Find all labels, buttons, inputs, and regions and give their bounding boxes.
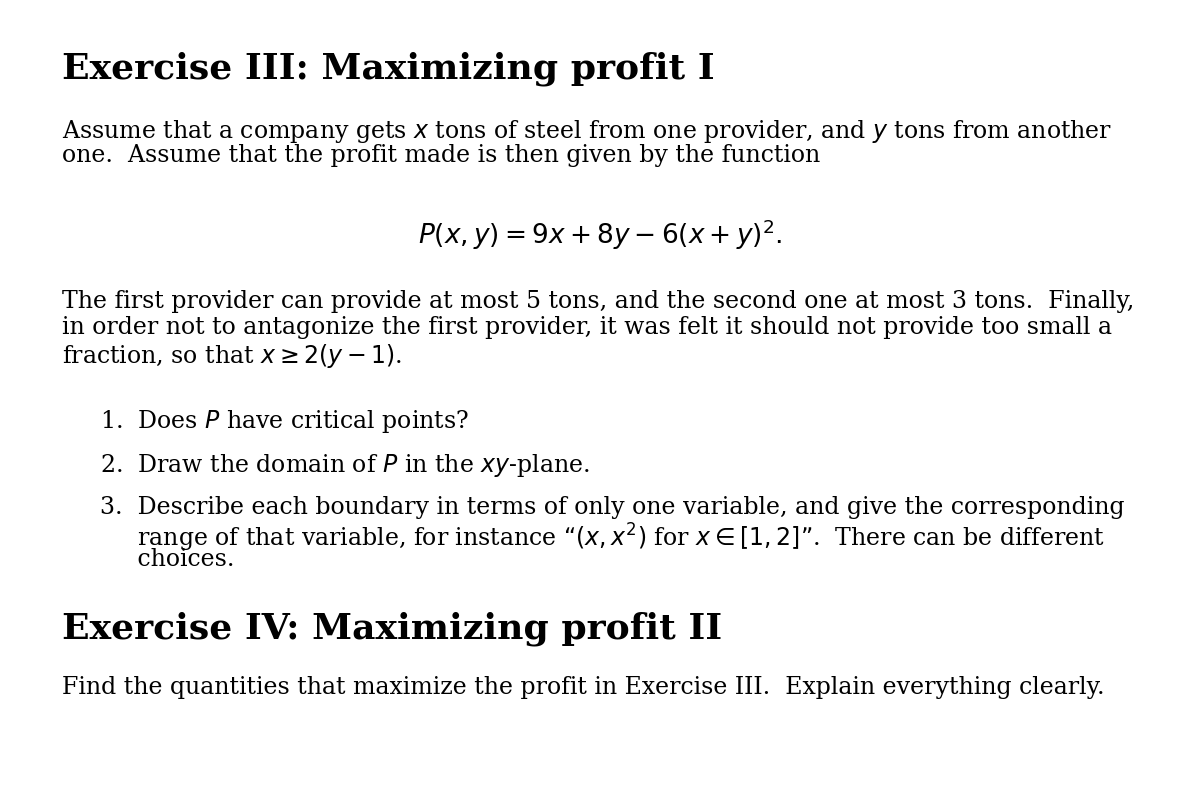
Text: Assume that a company gets $x$ tons of steel from one provider, and $y$ tons fro: Assume that a company gets $x$ tons of s… — [62, 118, 1112, 145]
Text: one.  Assume that the profit made is then given by the function: one. Assume that the profit made is then… — [62, 144, 821, 167]
Text: $P(x, y) = 9x + 8y - 6(x + y)^2.$: $P(x, y) = 9x + 8y - 6(x + y)^2.$ — [418, 218, 782, 252]
Text: Exercise III: Maximizing profit I: Exercise III: Maximizing profit I — [62, 52, 715, 87]
Text: range of that variable, for instance “$(x, x^2)$ for $x \in [1, 2]$”.  There can: range of that variable, for instance “$(… — [100, 521, 1105, 553]
Text: 1.  Does $P$ have critical points?: 1. Does $P$ have critical points? — [100, 407, 469, 434]
Text: The first provider can provide at most 5 tons, and the second one at most 3 tons: The first provider can provide at most 5… — [62, 290, 1134, 312]
Text: fraction, so that $x \geq 2(y - 1)$.: fraction, so that $x \geq 2(y - 1)$. — [62, 341, 402, 369]
Text: Find the quantities that maximize the profit in Exercise III.  Explain everythin: Find the quantities that maximize the pr… — [62, 675, 1105, 698]
Text: Exercise IV: Maximizing profit II: Exercise IV: Maximizing profit II — [62, 611, 722, 646]
Text: 3.  Describe each boundary in terms of only one variable, and give the correspon: 3. Describe each boundary in terms of on… — [100, 495, 1124, 519]
Text: choices.: choices. — [100, 548, 234, 570]
Text: 2.  Draw the domain of $P$ in the $xy$-plane.: 2. Draw the domain of $P$ in the $xy$-pl… — [100, 451, 590, 479]
Text: in order not to antagonize the first provider, it was felt it should not provide: in order not to antagonize the first pro… — [62, 316, 1112, 339]
